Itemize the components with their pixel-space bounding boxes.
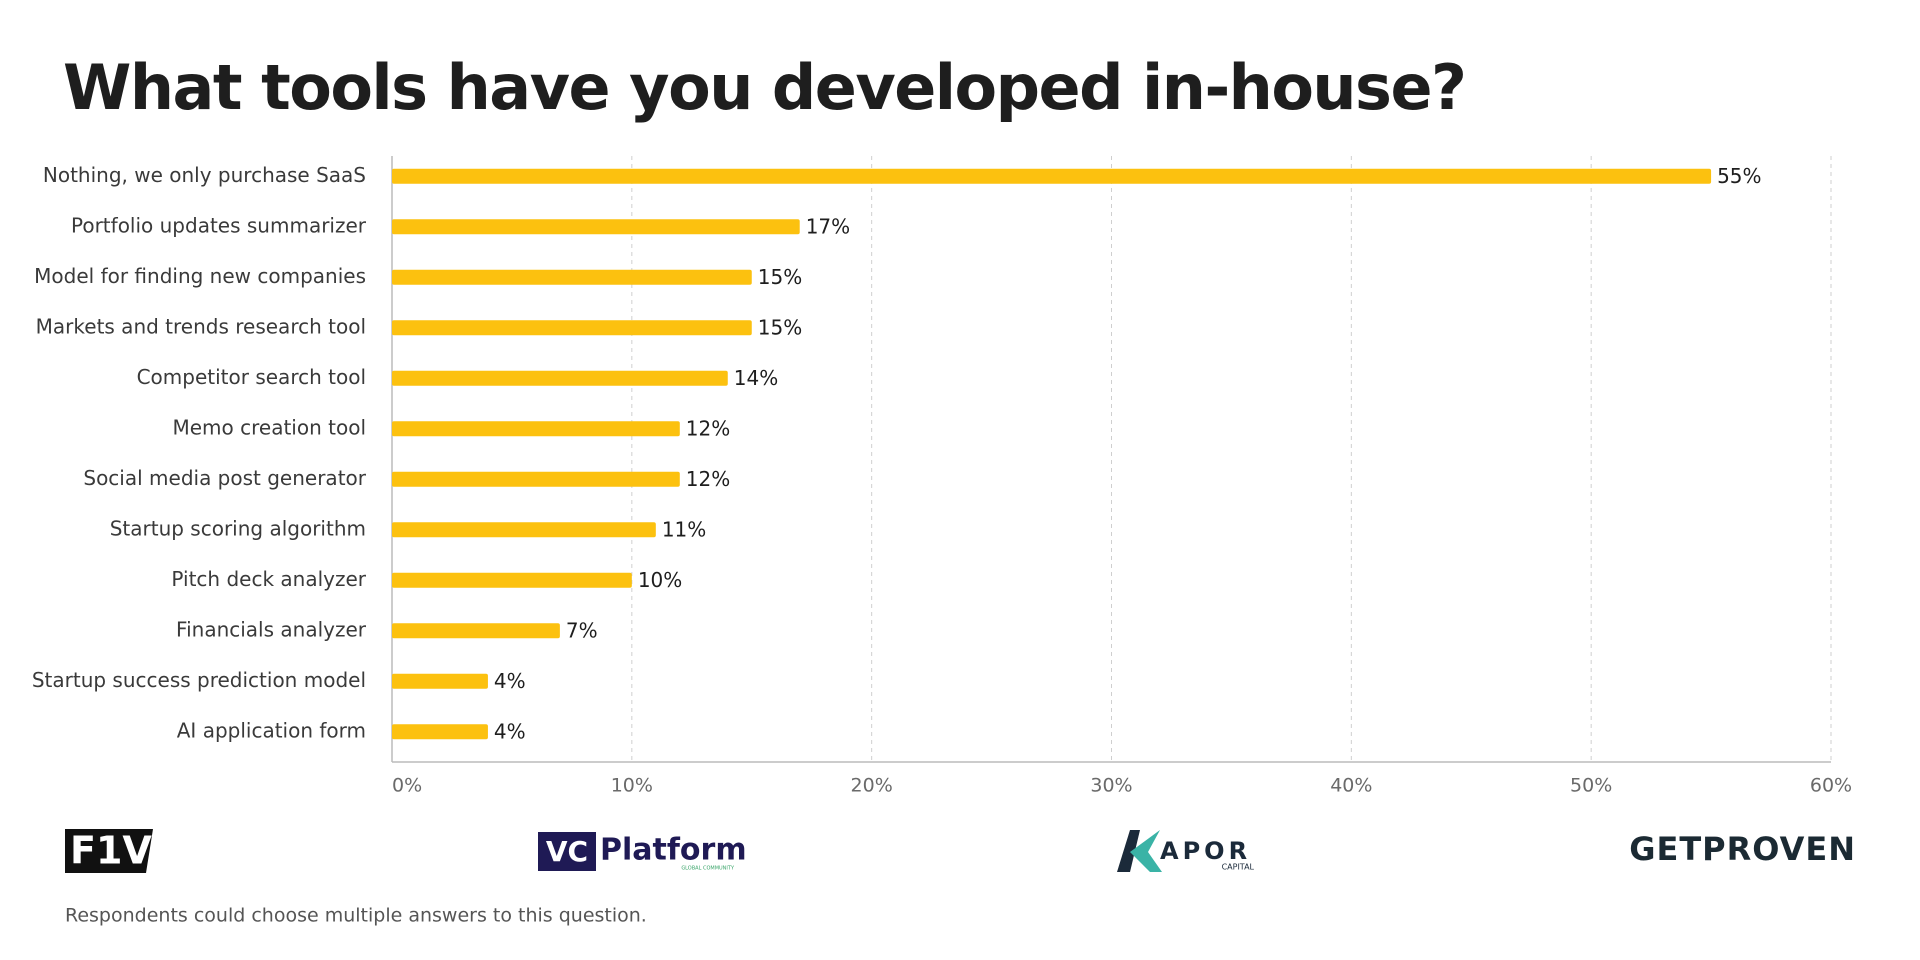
bar [392,623,560,639]
x-tick-label: 50% [1570,775,1612,797]
kapor-sub: CAPITAL [1222,863,1255,872]
kapor-k2 [1130,830,1162,872]
platform-sub: GLOBAL COMMUNITY [681,866,735,872]
x-tick-label: 30% [1090,775,1132,797]
f1v-box [65,829,153,873]
footnote: Respondents could choose multiple answer… [65,905,647,927]
y-tick-label: Startup scoring algorithm [110,516,366,540]
y-tick-label: Nothing, we only purchase SaaS [43,163,366,187]
x-tick-label: 10% [611,775,653,797]
x-tick-label: 40% [1330,775,1372,797]
value-label: 12% [686,467,730,491]
x-tick-label: 60% [1810,775,1852,797]
bar [392,572,632,588]
y-tick-label: Startup success prediction model [32,668,366,692]
kapor-k [1117,830,1140,872]
bar [392,724,488,740]
value-label: 15% [758,265,802,289]
value-label: 55% [1717,164,1761,188]
value-label: 17% [806,214,850,238]
value-label: 7% [566,618,598,642]
x-tick-label: 20% [851,775,893,797]
x-tick-label: 0% [392,775,422,797]
y-tick-label: Social media post generator [83,466,366,490]
y-tick-label: AI application form [177,718,366,742]
y-tick-label: Competitor search tool [137,365,366,389]
bar [392,320,752,336]
y-tick-label: Model for finding new companies [34,264,366,288]
chart-title: What tools have you developed in-house? [63,51,1465,124]
getproven-logo: GETPROVEN [1629,830,1856,868]
platform-logo: Platform [600,833,747,868]
value-label: 15% [758,315,802,339]
y-tick-label: Financials analyzer [176,617,367,641]
bar [392,673,488,689]
value-label: 4% [494,719,526,743]
value-label: 10% [638,568,682,592]
bar [392,421,680,437]
bar [392,269,752,285]
value-label: 11% [662,517,706,541]
vc-box [538,832,596,871]
y-tick-label: Portfolio updates summarizer [71,213,367,237]
y-tick-label: Pitch deck analyzer [171,567,366,591]
bar [392,370,728,386]
vc-logo: VC [546,835,588,868]
value-label: 14% [734,366,778,390]
kapor-logo: APOR [1160,837,1251,865]
f1v-logo: F1V [70,829,152,873]
bar [392,168,1712,184]
bar [392,219,800,235]
bar [392,471,680,487]
logos: F1V VC Platform GLOBAL COMMUNITY APOR CA… [65,829,1856,873]
bar [392,522,656,538]
value-label: 12% [686,416,730,440]
y-tick-label: Memo creation tool [172,415,366,439]
value-label: 4% [494,669,526,693]
y-tick-label: Markets and trends research tool [36,314,366,338]
